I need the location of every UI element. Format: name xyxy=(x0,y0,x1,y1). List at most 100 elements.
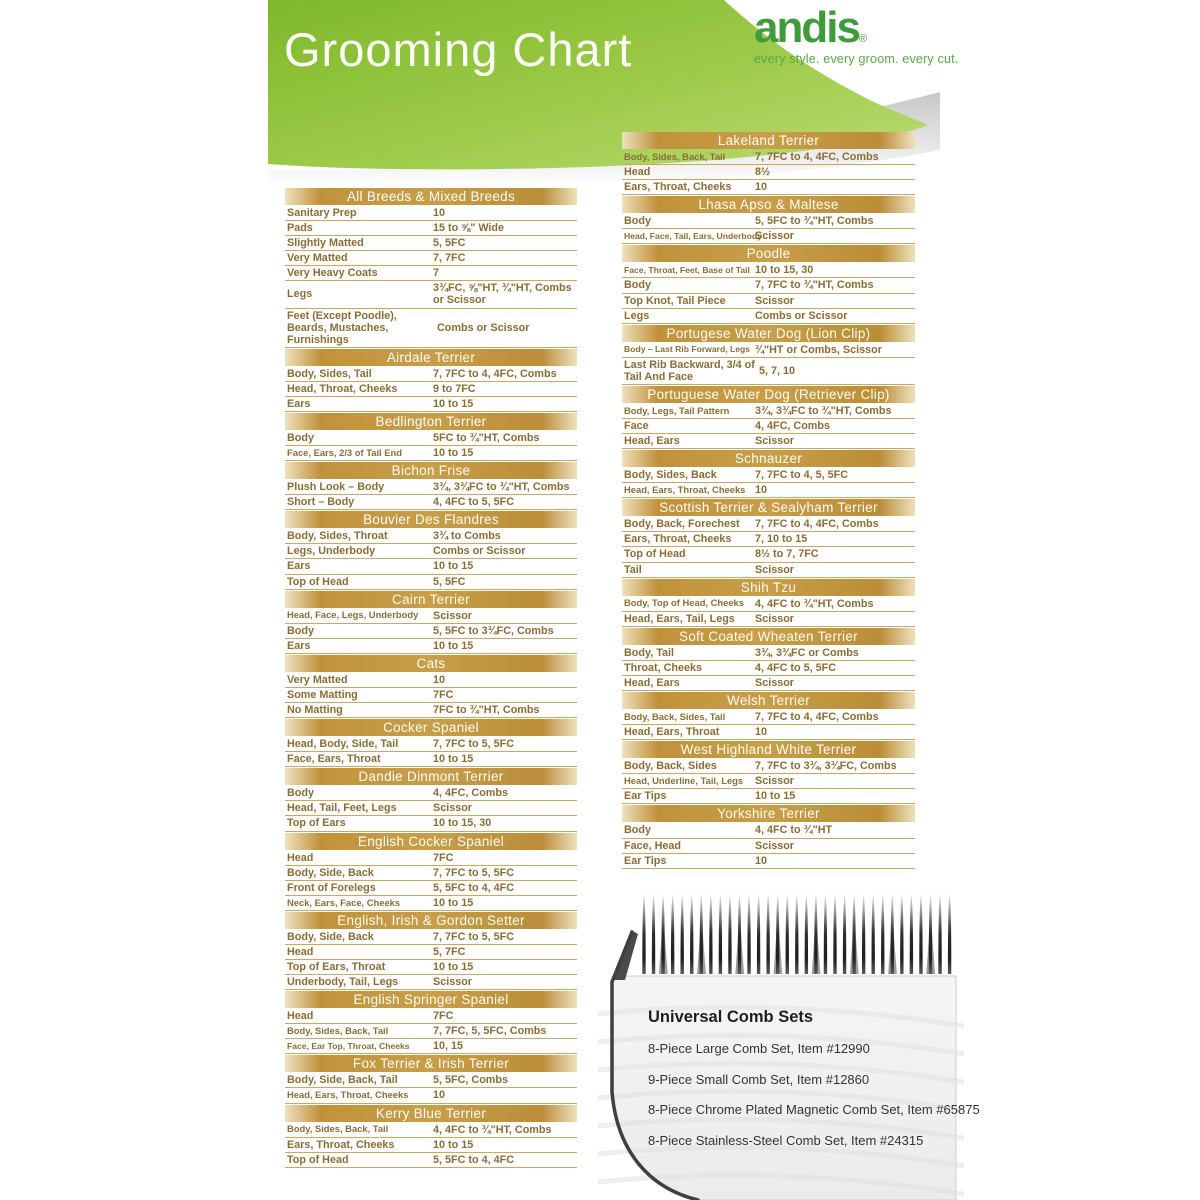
table-row: Body 5FC to ¾"HT, Combs xyxy=(285,431,577,447)
row-value: 7FC xyxy=(433,688,454,701)
row-label: Face, Throat, Feet, Base of Tail xyxy=(624,264,750,275)
table-header: Cocker Spaniel xyxy=(285,719,577,737)
table-row: Face, Ear Top, Throat, Cheeks 10, 15 xyxy=(285,1039,577,1055)
row-label: Face, Head xyxy=(624,839,682,852)
row-label: Body, Sides, Back, Tail xyxy=(287,1123,389,1135)
row-label: Body xyxy=(624,215,651,228)
comb-sets-block: Universal Comb Sets 8-Piece Large Comb S… xyxy=(648,1008,980,1163)
row-value: 5, 5FC to 4, 4FC xyxy=(433,1153,514,1166)
row-label: Top of Head xyxy=(624,548,686,561)
row-value: 5, 5FC to 4, 4FC xyxy=(433,881,514,894)
row-value: 3¾ to Combs xyxy=(433,530,501,543)
row-value: 5, 7FC xyxy=(433,945,466,958)
row-value: Scissor xyxy=(755,839,795,852)
grooming-column-left: All Breeds & Mixed Breeds Sanitary Prep 10… xyxy=(285,187,577,1168)
row-value: 10 to 15 xyxy=(433,447,474,460)
table-header: Bichon Frise xyxy=(285,462,577,480)
row-label: Top of Head xyxy=(287,575,349,588)
table-row: Top of Head 5, 5FC xyxy=(285,575,577,590)
row-label: Body xyxy=(624,824,651,837)
row-value: Scissor xyxy=(755,612,795,625)
row-value: 10 to 15 xyxy=(433,753,474,766)
row-value: 10, 15 xyxy=(433,1040,464,1053)
row-label: Head, Ears, Throat xyxy=(624,726,720,739)
row-value: 7, 7FC to 5, 5FC xyxy=(433,738,514,751)
header-banner: Grooming Chart andis® every style. every… xyxy=(268,0,959,188)
row-label: Short – Body xyxy=(287,496,355,509)
table-row: Ears, Throat, Cheeks 7, 10 to 15 xyxy=(622,532,915,548)
row-value: 4, 4FC, Combs xyxy=(755,420,830,433)
row-label: Face, Ears, Throat xyxy=(287,753,381,766)
row-label: Ear Tips xyxy=(624,854,667,867)
table-row: Legs, Underbody Combs or Scissor xyxy=(285,544,577,560)
table-header: Cats xyxy=(285,654,577,672)
comb-set-item: 8-Piece Large Comb Set, Item #12990 xyxy=(648,1041,870,1056)
table-row: Body, Sides, Back, Tail 4, 4FC to ¾"HT, C… xyxy=(285,1123,577,1138)
brand-logo: andis® every style. every groom. every c… xyxy=(754,6,959,67)
row-value: 7, 7FC to 4, 4FC, Combs xyxy=(755,518,879,531)
table-header: Portugese Water Dog (Lion Clip) xyxy=(622,324,915,342)
row-value: 5, 5FC xyxy=(433,575,466,588)
table-row: Body, Side, Back 7, 7FC to 5, 5FC xyxy=(285,866,577,881)
row-value: 5, 7, 10 xyxy=(759,364,796,377)
row-value: 7, 7FC to 4, 5, 5FC xyxy=(755,469,848,482)
row-label: Head, Ears, Throat, Cheeks xyxy=(624,484,746,496)
row-label: Very Matted xyxy=(287,673,348,686)
row-label: Body, Legs, Tail Pattern xyxy=(624,404,730,416)
row-value: Scissor xyxy=(755,775,795,788)
page-title: Grooming Chart xyxy=(284,23,633,76)
table-row: Ears 10 to 15 xyxy=(285,559,577,575)
row-value: 4, 4FC to ¾"HT, Combs xyxy=(433,1123,552,1136)
row-label: Face, Ear Top, Throat, Cheeks xyxy=(287,1040,410,1051)
row-value: 7FC xyxy=(433,851,454,864)
row-label: Underbody, Tail, Legs xyxy=(287,976,399,989)
table-header: English Springer Spaniel xyxy=(285,991,577,1009)
row-value: Scissor xyxy=(755,294,795,307)
row-label: Head, Ears, Tail, Legs xyxy=(624,612,735,625)
table-row: Neck, Ears, Face, Cheeks 10 to 15 xyxy=(285,896,577,911)
row-label: Legs, Underbody xyxy=(287,545,376,558)
table-row: Head 5, 7FC xyxy=(285,945,577,960)
row-value: 4, 4FC to 5, 5FC xyxy=(755,661,836,674)
row-value: 9 to 7FC xyxy=(433,382,476,395)
row-label: Head xyxy=(624,166,651,179)
row-label: Head, Tail, Feet, Legs xyxy=(287,802,397,815)
row-value: 10 xyxy=(755,181,768,194)
row-label: Ears xyxy=(287,397,311,410)
table-row: Body 4, 4FC, Combs xyxy=(285,786,577,802)
table-row: Face, Head Scissor xyxy=(622,839,915,854)
table-row: Face, Throat, Feet, Base of Tail 10 to 15… xyxy=(622,263,915,279)
blade-teeth xyxy=(642,893,952,974)
row-value: 10 xyxy=(755,484,768,497)
table-row: Body, Legs, Tail Pattern 3¾, 3¾FC to ¾"HT… xyxy=(622,404,915,420)
table-row: Body, Side, Back, Tail 5, 5FC, Combs xyxy=(285,1073,577,1089)
table-row: Top Knot, Tail Piece Scissor xyxy=(622,294,915,309)
table-header: Bouvier Des Flandres xyxy=(285,511,577,529)
row-label: Head, Ears xyxy=(624,435,680,448)
row-value: 7 xyxy=(433,267,440,280)
row-label: Ear Tips xyxy=(624,790,667,803)
row-value: 7, 7FC, 5, 5FC, Combs xyxy=(433,1025,547,1038)
table-row: Very Matted 10 xyxy=(285,673,577,688)
table-header: Dandie Dinmont Terrier xyxy=(285,768,577,786)
table-row: Top of Head 8½ to 7, 7FC xyxy=(622,547,915,563)
row-label: Head xyxy=(287,851,314,864)
table-header: Airdale Terrier xyxy=(285,348,577,366)
table-row: Body, Back, Sides 7, 7FC to 3¾, 3¾FC, Com… xyxy=(622,759,915,775)
table-header: Portuguese Water Dog (Retriever Clip) xyxy=(622,385,915,403)
table-header: Shih Tzu xyxy=(622,578,915,596)
table-row: Some Matting 7FC xyxy=(285,688,577,704)
row-label: Body, Side, Back xyxy=(287,930,374,943)
row-value: 8½ to 7, 7FC xyxy=(755,548,819,561)
row-label: Ears xyxy=(287,639,311,652)
row-value: 3¾FC, ⅝"HT, ¾"HT, Combs or Scissor xyxy=(433,282,572,307)
row-value: 7, 7FC xyxy=(433,252,466,265)
row-value: 10 xyxy=(433,1089,446,1102)
brand-tagline: every style. every groom. every cut. xyxy=(754,52,959,66)
table-header: West Highland White Terrier xyxy=(622,741,915,759)
row-label: Legs xyxy=(287,288,313,301)
table-row: Head 8½ xyxy=(622,165,915,181)
row-label: Ears, Throat, Cheeks xyxy=(287,1138,395,1151)
comb-sets-title: Universal Comb Sets xyxy=(648,1008,814,1026)
row-value: 10 xyxy=(755,726,768,739)
